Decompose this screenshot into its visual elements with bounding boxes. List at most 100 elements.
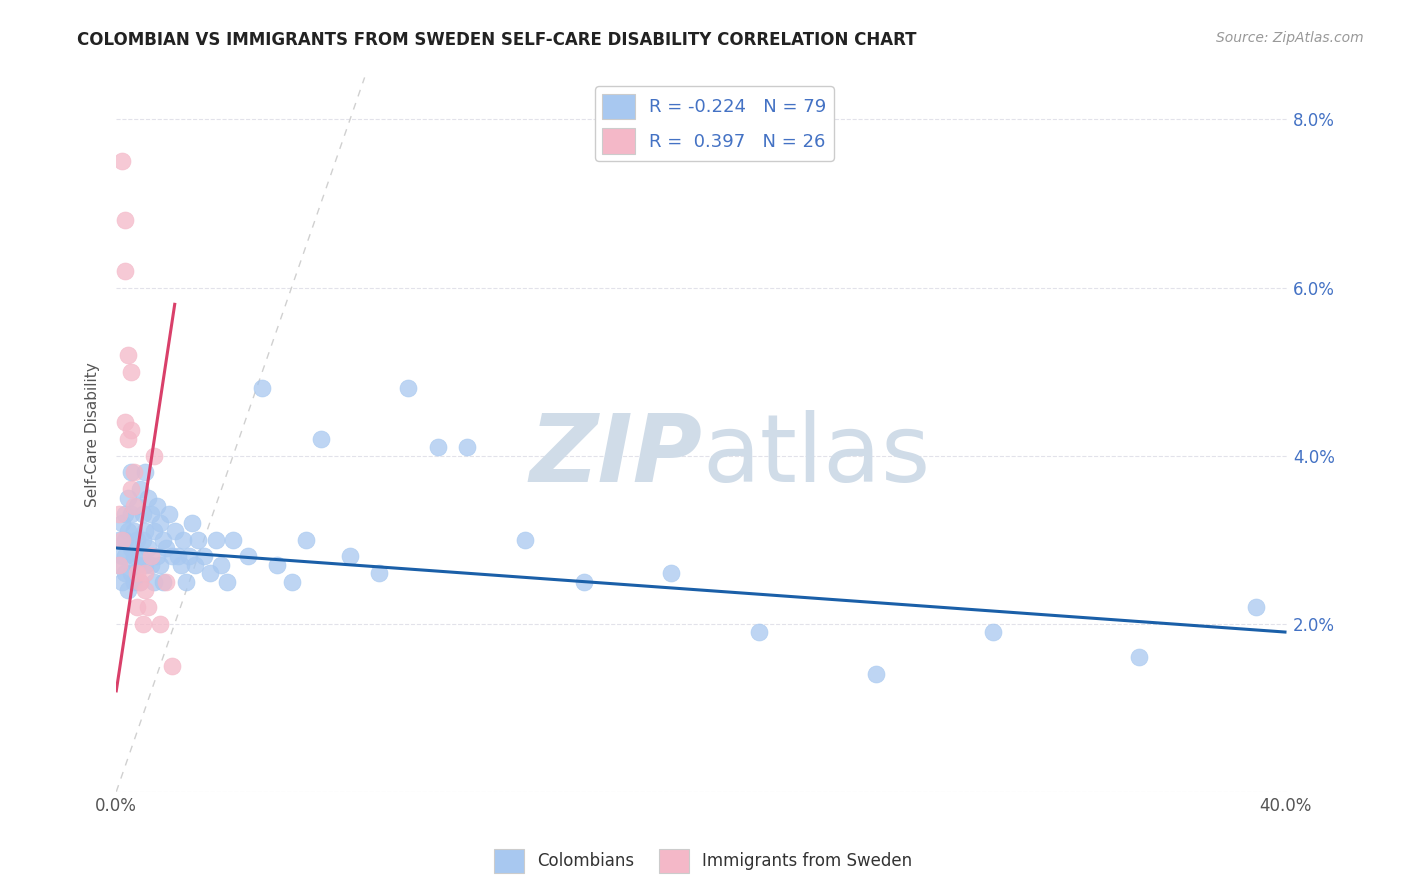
- Point: [131, 533, 153, 547]
- Point: [748, 625, 770, 640]
- Point: [122, 499, 145, 513]
- Point: [120, 482, 142, 496]
- Point: [125, 499, 148, 513]
- Point: [280, 574, 302, 589]
- Point: [1244, 599, 1267, 614]
- Point: [111, 533, 134, 547]
- Y-axis label: Self-Care Disability: Self-Care Disability: [86, 362, 100, 507]
- Point: [198, 566, 221, 581]
- Point: [149, 516, 172, 530]
- Text: ZIP: ZIP: [529, 410, 702, 502]
- Point: [146, 549, 169, 564]
- Point: [309, 432, 332, 446]
- Point: [117, 524, 139, 539]
- Point: [122, 549, 145, 564]
- Point: [176, 574, 198, 589]
- Point: [122, 574, 145, 589]
- Point: [125, 558, 148, 572]
- Text: Source: ZipAtlas.com: Source: ZipAtlas.com: [1216, 31, 1364, 45]
- Point: [108, 508, 131, 522]
- Point: [193, 549, 215, 564]
- Point: [172, 533, 194, 547]
- Point: [236, 549, 259, 564]
- Point: [179, 549, 201, 564]
- Point: [111, 516, 134, 530]
- Point: [120, 541, 142, 555]
- Point: [160, 549, 183, 564]
- Point: [181, 516, 204, 530]
- Point: [138, 541, 160, 555]
- Point: [120, 508, 142, 522]
- Point: [217, 574, 239, 589]
- Point: [295, 533, 318, 547]
- Point: [515, 533, 537, 547]
- Point: [134, 466, 156, 480]
- Point: [125, 533, 148, 547]
- Point: [398, 381, 420, 395]
- Point: [166, 549, 188, 564]
- Point: [134, 582, 156, 597]
- Point: [128, 482, 150, 496]
- Point: [138, 491, 160, 505]
- Point: [149, 558, 172, 572]
- Point: [114, 533, 136, 547]
- Point: [134, 558, 156, 572]
- Point: [146, 499, 169, 513]
- Point: [120, 566, 142, 581]
- Point: [120, 466, 142, 480]
- Point: [122, 524, 145, 539]
- Point: [1128, 650, 1150, 665]
- Point: [572, 574, 595, 589]
- Point: [134, 524, 156, 539]
- Legend: R = -0.224   N = 79, R =  0.397   N = 26: R = -0.224 N = 79, R = 0.397 N = 26: [595, 87, 834, 161]
- Point: [114, 415, 136, 429]
- Point: [187, 533, 209, 547]
- Point: [138, 599, 160, 614]
- Point: [981, 625, 1004, 640]
- Point: [125, 599, 148, 614]
- Point: [111, 154, 134, 169]
- Point: [222, 533, 245, 547]
- Point: [456, 440, 478, 454]
- Point: [163, 524, 186, 539]
- Point: [339, 549, 361, 564]
- Point: [131, 508, 153, 522]
- Point: [134, 566, 156, 581]
- Point: [114, 549, 136, 564]
- Text: COLOMBIAN VS IMMIGRANTS FROM SWEDEN SELF-CARE DISABILITY CORRELATION CHART: COLOMBIAN VS IMMIGRANTS FROM SWEDEN SELF…: [77, 31, 917, 49]
- Point: [117, 348, 139, 362]
- Point: [149, 616, 172, 631]
- Point: [141, 508, 163, 522]
- Point: [108, 533, 131, 547]
- Point: [111, 549, 134, 564]
- Point: [184, 558, 207, 572]
- Point: [204, 533, 226, 547]
- Legend: Colombians, Immigrants from Sweden: Colombians, Immigrants from Sweden: [486, 842, 920, 880]
- Text: atlas: atlas: [702, 410, 931, 502]
- Point: [128, 549, 150, 564]
- Point: [141, 549, 163, 564]
- Point: [120, 423, 142, 437]
- Point: [125, 566, 148, 581]
- Point: [114, 263, 136, 277]
- Point: [141, 558, 163, 572]
- Point: [131, 616, 153, 631]
- Point: [114, 508, 136, 522]
- Point: [143, 449, 166, 463]
- Point: [426, 440, 449, 454]
- Point: [169, 558, 191, 572]
- Point: [155, 541, 177, 555]
- Point: [128, 574, 150, 589]
- Point: [108, 558, 131, 572]
- Point: [252, 381, 274, 395]
- Point: [155, 574, 177, 589]
- Point: [114, 566, 136, 581]
- Point: [152, 574, 174, 589]
- Point: [128, 574, 150, 589]
- Point: [143, 574, 166, 589]
- Point: [211, 558, 233, 572]
- Point: [120, 365, 142, 379]
- Point: [122, 466, 145, 480]
- Point: [152, 533, 174, 547]
- Point: [117, 582, 139, 597]
